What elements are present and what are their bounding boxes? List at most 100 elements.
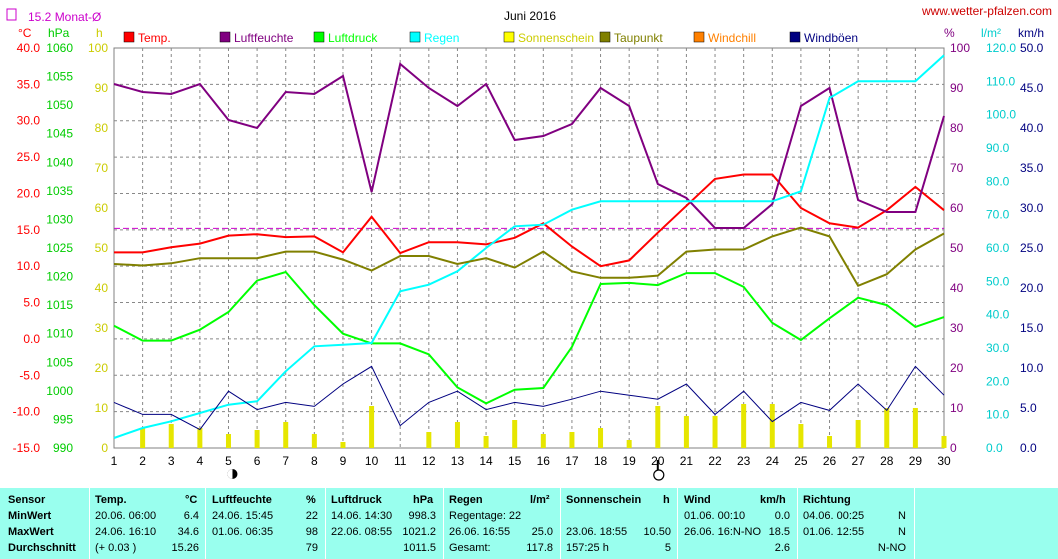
rain-tick-label: 0.0 — [986, 441, 1003, 455]
hum-max-time: 01.06. 06:35 — [212, 526, 274, 538]
unit-celsius: °C — [18, 26, 32, 40]
wind-tick-label: 45.0 — [1020, 81, 1044, 95]
sunshine-bar — [855, 420, 861, 448]
sunshine-bar — [369, 406, 375, 448]
sunshine-bar — [912, 408, 918, 448]
dir-max-val: N — [898, 526, 906, 538]
x-tick-label: 25 — [794, 454, 808, 468]
sunshine-bar — [569, 432, 575, 448]
hdr-sensor: Sensor — [8, 494, 46, 506]
humidity-tick-label: 40 — [950, 281, 964, 295]
x-tick-label: 29 — [909, 454, 923, 468]
x-tick-label: 27 — [851, 454, 865, 468]
legend-swatch — [123, 31, 135, 43]
rain-tick-label: 80.0 — [986, 174, 1010, 188]
x-tick-label: 8 — [311, 454, 318, 468]
series-line-taupunkt — [113, 226, 945, 288]
temp-min-val: 6.4 — [183, 510, 199, 522]
unit-h: h — [96, 26, 103, 40]
sunshine-bar — [140, 428, 146, 448]
rain-tick-label: 70.0 — [986, 208, 1010, 222]
temp-tick-label: 15.0 — [17, 223, 41, 237]
sunshine-bar — [827, 436, 833, 448]
sunshine-tick-label: 0 — [101, 441, 108, 455]
legend-label: Luftfeuchte — [234, 31, 294, 45]
rain-tick-label: 50.0 — [986, 274, 1010, 288]
hum-max-val: 98 — [305, 526, 318, 538]
legend: Temp. Luftfeuchte Luftdruck Regen Sonnensche… — [123, 31, 858, 45]
pressure-tick-label: 1060 — [46, 41, 73, 55]
sunshine-bar — [483, 436, 489, 448]
series-line-luftfeuchte — [113, 62, 945, 229]
temp-max-time: 24.06. 16:10 — [95, 526, 157, 538]
temp-tick-label: 25.0 — [17, 150, 41, 164]
temp-tick-label: 40.0 — [17, 41, 41, 55]
pressure-tick-label: 1015 — [46, 298, 73, 312]
sunshine-tick-label: 40 — [95, 281, 109, 295]
temp-max-val: 34.6 — [177, 526, 199, 538]
x-tick-label: 18 — [594, 454, 608, 468]
rain-total-val: 117.8 — [526, 542, 553, 554]
sunshine-bar — [655, 406, 661, 448]
temp-tick-label: -10.0 — [13, 405, 41, 419]
press-max-time: 22.06. 08:55 — [331, 526, 393, 538]
rain-total-label: Gesamt: — [449, 542, 491, 554]
series-line-luftdruck — [113, 270, 945, 405]
temp-trend: (+ 0.03 ) — [95, 542, 137, 554]
pressure-tick-label: 1030 — [46, 212, 73, 226]
x-tick-label: 22 — [708, 454, 722, 468]
sunshine-bar — [512, 420, 518, 448]
hdr-press: Luftdruck — [331, 494, 382, 506]
legend-label: Windchill — [708, 31, 756, 45]
hdr-rain: Regen — [449, 494, 483, 506]
chart-title: Juni 2016 — [504, 9, 556, 23]
sunshine-bar — [311, 434, 317, 448]
legend-swatch — [313, 31, 325, 43]
new-moon-half — [227, 469, 233, 479]
rain-max-time: 26.06. 16:55 — [449, 526, 511, 538]
sunshine-bar — [626, 440, 632, 448]
legend-label: Temp. — [138, 31, 171, 45]
rain-tick-label: 110.0 — [986, 74, 1015, 88]
wind-tick-label: 25.0 — [1020, 241, 1044, 255]
unit-pct: % — [944, 26, 955, 40]
row-min-label: MinWert — [8, 510, 52, 522]
x-tick-label: 1 — [111, 454, 118, 468]
humidity-tick-label: 80 — [950, 121, 964, 135]
sunshine-tick-label: 80 — [95, 121, 109, 135]
sunshine-tick-label: 70 — [95, 161, 109, 175]
x-tick-label: 12 — [422, 454, 436, 468]
press-avg-val: 1011.5 — [403, 542, 436, 554]
rain-tick-label: 120.0 — [986, 41, 1016, 55]
sun-max-val: 10.50 — [643, 526, 671, 538]
hum-avg-val: 79 — [305, 542, 318, 554]
legend-swatch — [789, 31, 801, 43]
unit-hpa: hPa — [48, 26, 70, 40]
legend-label: Luftdruck — [328, 31, 378, 45]
pressure-tick-label: 1035 — [46, 184, 73, 198]
x-tick-label: 23 — [737, 454, 751, 468]
hdr-temp: Temp. — [95, 494, 127, 506]
x-tick-label: 19 — [622, 454, 636, 468]
press-max-val: 1021.2 — [402, 526, 436, 538]
x-tick-label: 26 — [823, 454, 837, 468]
rain-tick-label: 40.0 — [986, 308, 1010, 322]
pressure-tick-label: 1020 — [46, 270, 73, 284]
sunshine-tick-label: 10 — [95, 401, 109, 415]
rain-tick-label: 60.0 — [986, 241, 1010, 255]
sun-total: 157:25 h — [566, 542, 609, 554]
hdr-temp-unit: °C — [185, 494, 198, 506]
x-tick-label: 9 — [340, 454, 347, 468]
pressure-tick-label: 1040 — [46, 155, 73, 169]
temp-min-time: 20.06. 06:00 — [95, 510, 157, 522]
legend-swatch — [599, 31, 611, 43]
press-min-val: 998.3 — [408, 510, 436, 522]
legend-swatch — [693, 31, 705, 43]
website-label: www.wetter-pfalzen.com — [921, 4, 1052, 18]
humidity-tick-label: 20 — [950, 361, 964, 375]
wind-avg-val: 2.6 — [774, 542, 790, 554]
rain-tick-label: 30.0 — [986, 341, 1010, 355]
sunshine-tick-label: 60 — [95, 201, 109, 215]
x-tick-label: 3 — [168, 454, 175, 468]
series-line-regen — [113, 54, 945, 439]
